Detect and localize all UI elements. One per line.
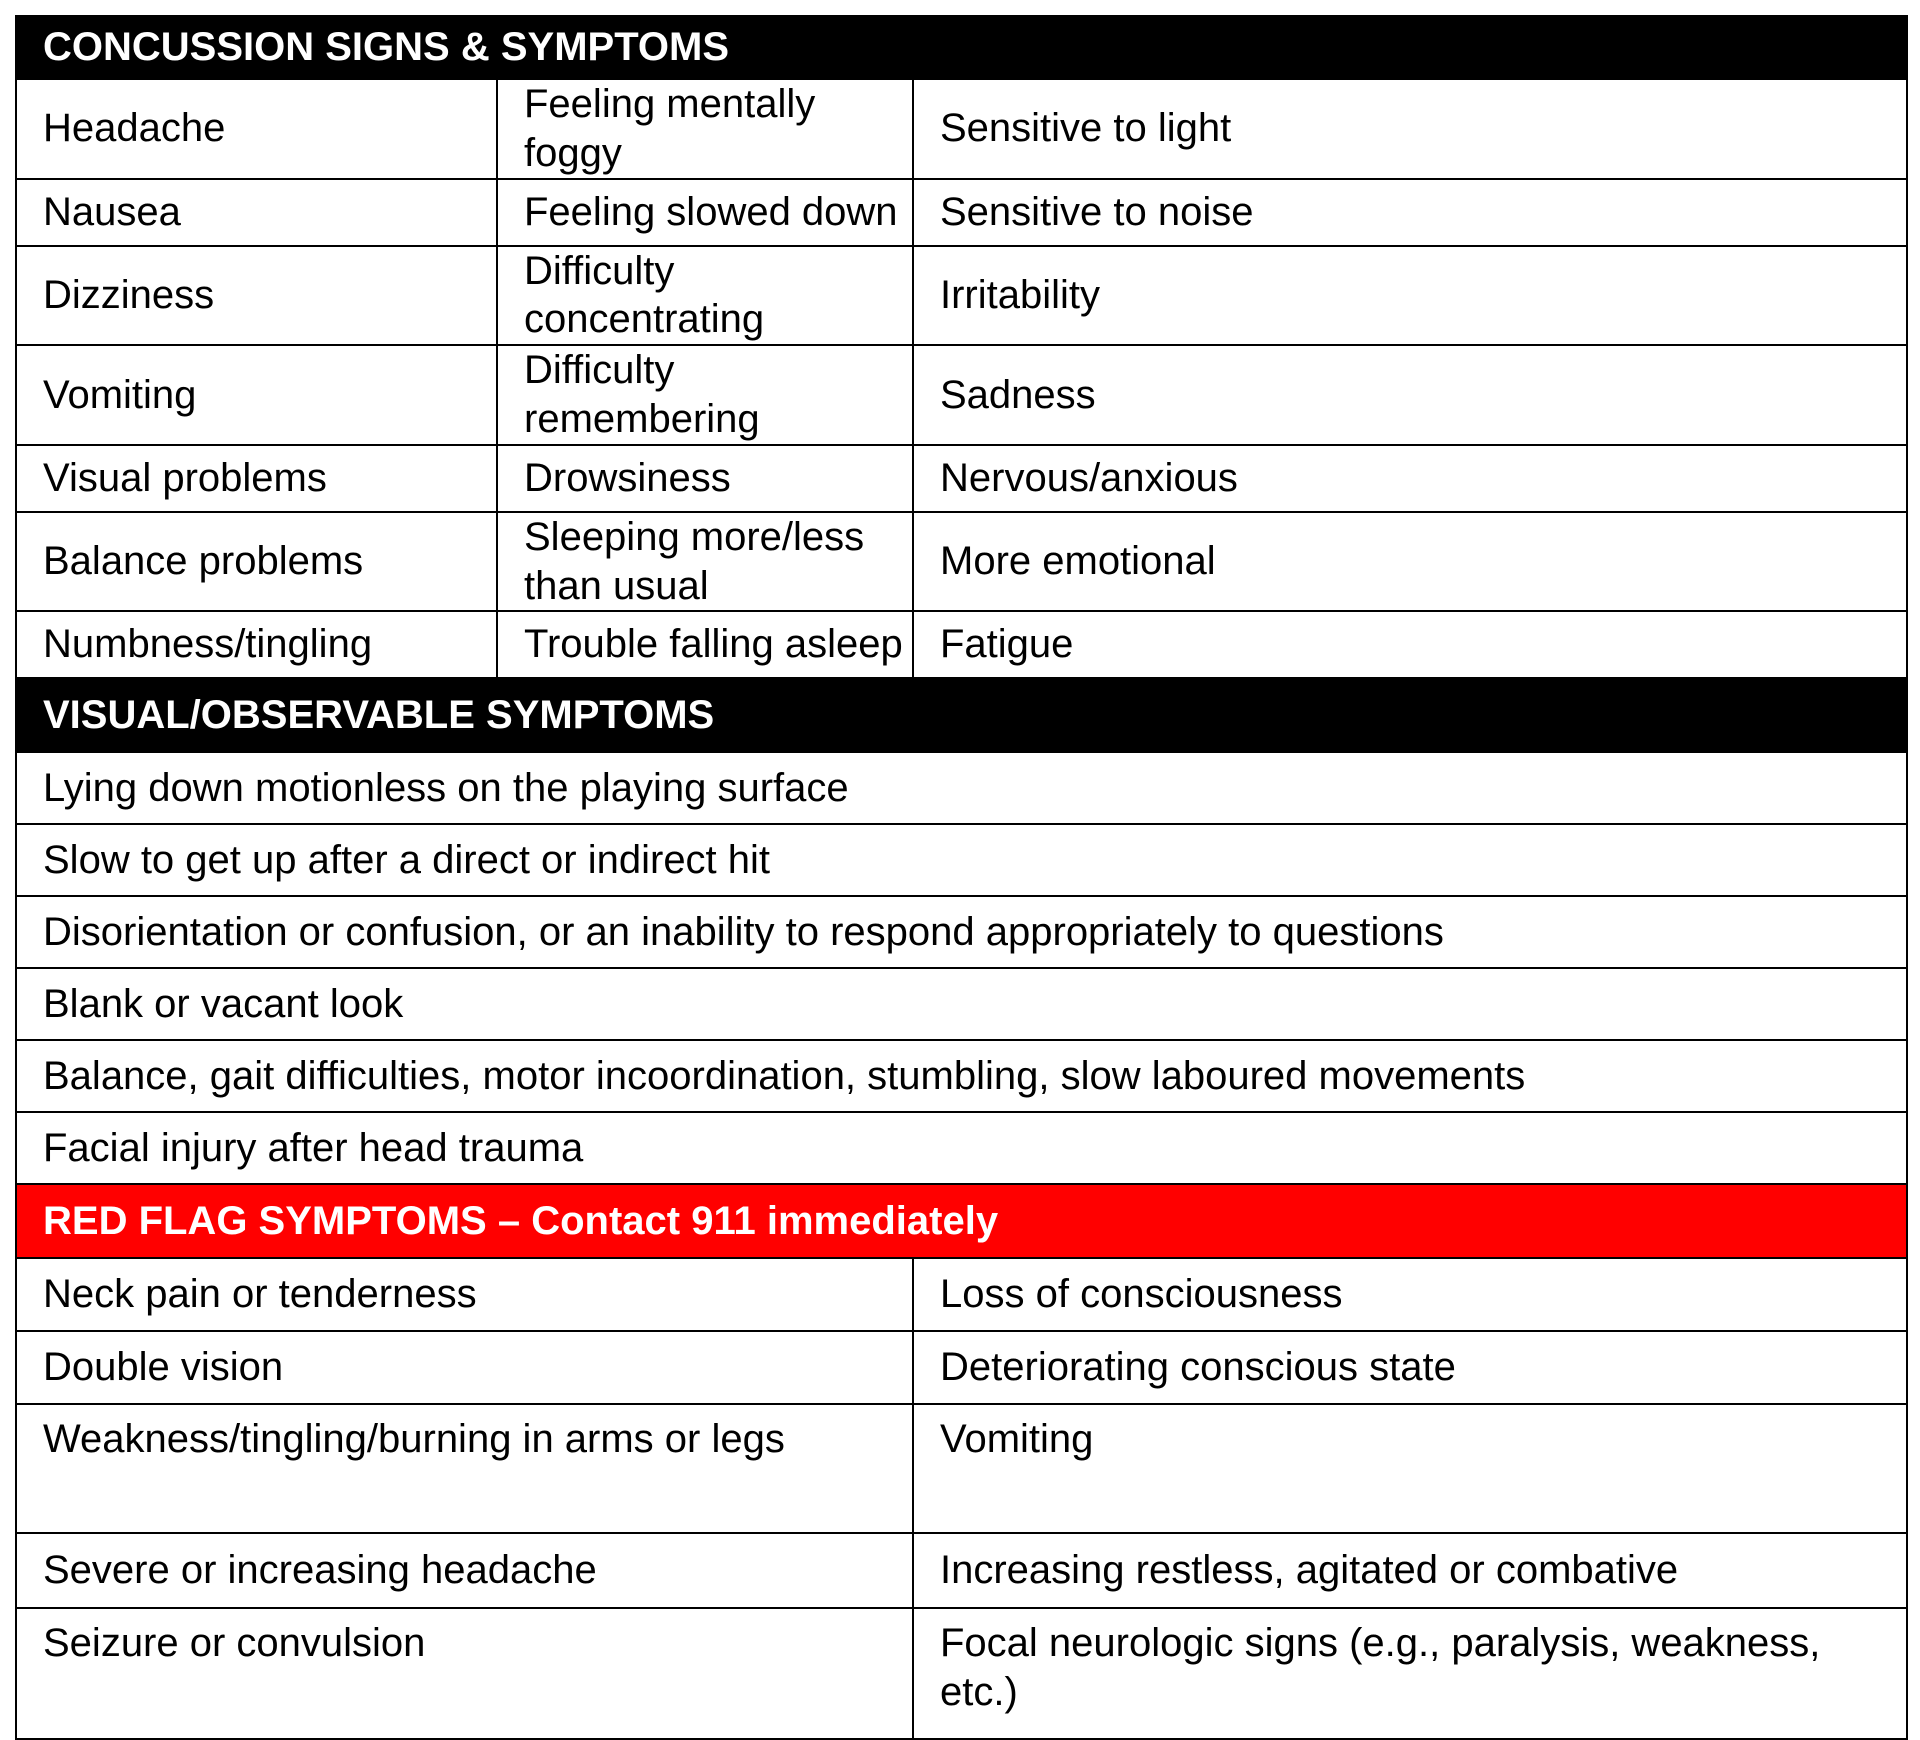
section-title: CONCUSSION SIGNS & SYMPTOMS [14,15,1909,80]
symptom-cell: Irritability [911,244,1909,347]
symptom-cell: Fatigue [911,610,1909,680]
symptom-cell: Balance, gait difficulties, motor incoor… [14,1039,1909,1114]
symptom-cell: Drowsiness [496,443,914,513]
table-row: Headache Feeling mentally foggy Sensitive … [15,78,1909,180]
symptom-cell: More emotional [911,510,1909,613]
symptom-cell: Sensitive to light [911,78,1909,180]
symptom-cell: Blank or vacant look [14,967,1909,1042]
symptom-cell: Neck pain or tenderness [15,1257,914,1333]
symptom-cell: Disorientation or confusion, or an inabi… [14,895,1909,970]
symptom-cell: Slow to get up after a direct or indirec… [14,823,1909,898]
symptom-cell: Headache [15,78,498,180]
symptom-cell: Nervous/anxious [911,443,1909,513]
symptom-cell: Lying down motionless on the playing sur… [14,751,1909,826]
table-row: Vomiting Difficulty remembering Sadness [15,344,1909,446]
table-row: Nausea Feeling slowed down Sensitive to no… [15,177,1909,247]
table-row: Neck pain or tenderness Loss of conscious… [15,1257,1909,1333]
table-row: Visual problems Drowsiness Nervous/anxious [15,443,1909,513]
table-row: Disorientation or confusion, or an inabi… [14,895,1909,970]
table-row: Double vision Deteriorating conscious sta… [15,1330,1909,1406]
symptom-cell: Seizure or convulsion [15,1607,914,1740]
symptom-cell: Double vision [15,1330,914,1406]
symptom-cell: Loss of consciousness [911,1257,1909,1333]
symptom-cell: Dizziness [15,244,498,347]
section-title: RED FLAG SYMPTOMS – Contact 911 immediat… [14,1183,1909,1260]
symptom-cell: Vomiting [911,1403,1909,1535]
symptom-cell: Numbness/tingling [15,610,498,680]
table-row: Lying down motionless on the playing sur… [14,751,1909,826]
section-header-red-flag: RED FLAG SYMPTOMS – Contact 911 immediat… [14,1183,1909,1260]
symptom-cell: Feeling mentally foggy [496,78,914,180]
symptom-cell: Visual problems [15,443,498,513]
table-row: Balance problems Sleeping more/less than … [15,510,1909,613]
section-header-visual: VISUAL/OBSERVABLE SYMPTOMS [14,677,1909,754]
symptom-cell: Deteriorating conscious state [911,1330,1909,1406]
symptom-cell: Weakness/tingling/burning in arms or leg… [15,1403,914,1535]
symptom-cell: Nausea [15,177,498,247]
symptom-cell: Sensitive to noise [911,177,1909,247]
table-row: Weakness/tingling/burning in arms or leg… [15,1403,1909,1535]
symptom-cell: Increasing restless, agitated or combati… [911,1532,1909,1610]
section-title: VISUAL/OBSERVABLE SYMPTOMS [14,677,1909,754]
symptom-cell: Trouble falling asleep [496,610,914,680]
symptom-cell: Balance problems [15,510,498,613]
table-row: Blank or vacant look [14,967,1909,1042]
symptom-cell: Severe or increasing headache [15,1532,914,1610]
table-row: Numbness/tingling Trouble falling asleep F… [15,610,1909,680]
symptom-cell: Sadness [911,344,1909,446]
concussion-symptoms-table: CONCUSSION SIGNS & SYMPTOMS Headache Feeli… [14,15,1909,1740]
section-header-signs: CONCUSSION SIGNS & SYMPTOMS [14,15,1909,80]
symptom-cell: Sleeping more/less than usual [496,510,914,613]
table-row: Balance, gait difficulties, motor incoor… [14,1039,1909,1114]
table-row: Facial injury after head trauma [14,1111,1909,1186]
symptom-cell: Difficulty remembering [496,344,914,446]
symptom-cell: Vomiting [15,344,498,446]
symptom-cell: Difficulty concentrating [496,244,914,347]
table-row: Dizziness Difficulty concentrating Irritab… [15,244,1909,347]
table-row: Severe or increasing headache Increasing … [15,1532,1909,1610]
symptom-cell: Focal neurologic signs (e.g., paralysis,… [911,1607,1909,1740]
table-row: Slow to get up after a direct or indirec… [14,823,1909,898]
table-row: Seizure or convulsion Focal neurologic si… [15,1607,1909,1740]
symptom-cell: Facial injury after head trauma [14,1111,1909,1186]
symptom-cell: Feeling slowed down [496,177,914,247]
